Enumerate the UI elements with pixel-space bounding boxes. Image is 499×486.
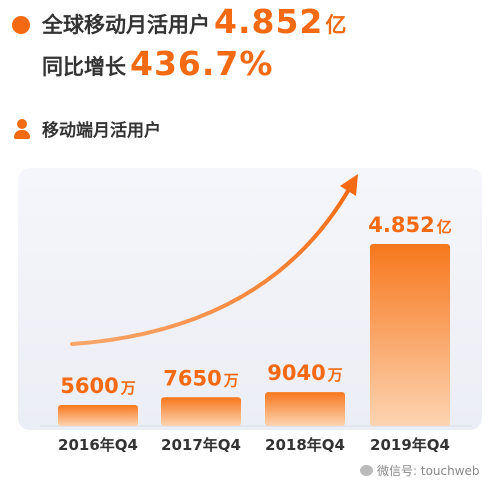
bullet-dot-icon <box>12 16 30 34</box>
bar-0 <box>58 404 138 426</box>
trend-arrow-head-icon <box>340 174 358 196</box>
headline-label-1: 全球移动月活用户 <box>42 13 210 37</box>
bar-3 <box>370 244 450 426</box>
wechat-icon <box>360 465 373 476</box>
headline-unit-1: 亿 <box>325 13 347 37</box>
watermark: 微信号: touchweb <box>360 462 480 479</box>
bar-value-label-1: 7650 万 <box>163 366 238 390</box>
trend-arrow-line <box>70 182 354 346</box>
headline-row-1: 全球移动月活用户 4.852 亿 <box>12 4 346 40</box>
headline-value-1: 4.852 <box>214 2 324 41</box>
bar-value-label-2: 9040 万 <box>267 361 342 385</box>
headline-value-2: 436.7% <box>130 44 274 83</box>
legend-label: 移动端月活用户 <box>42 121 161 141</box>
headline-label-2: 同比增长 <box>42 55 126 79</box>
category-label-2: 2018年Q4 <box>265 436 345 454</box>
category-label-0: 2016年Q4 <box>58 436 138 454</box>
chart-legend: 移动端月活用户 <box>14 116 161 141</box>
bar-value-label-3: 4.852 亿 <box>368 213 451 237</box>
headline-row-2: 同比增长 436.7% <box>12 46 273 82</box>
category-label-1: 2017年Q4 <box>161 436 241 454</box>
bar-value-label-0: 5600 万 <box>60 374 135 398</box>
category-label-3: 2019年Q4 <box>370 436 450 454</box>
bar-1 <box>161 397 241 426</box>
person-icon <box>14 118 30 139</box>
bar-2 <box>265 392 345 426</box>
watermark-text: 微信号: touchweb <box>377 464 480 478</box>
